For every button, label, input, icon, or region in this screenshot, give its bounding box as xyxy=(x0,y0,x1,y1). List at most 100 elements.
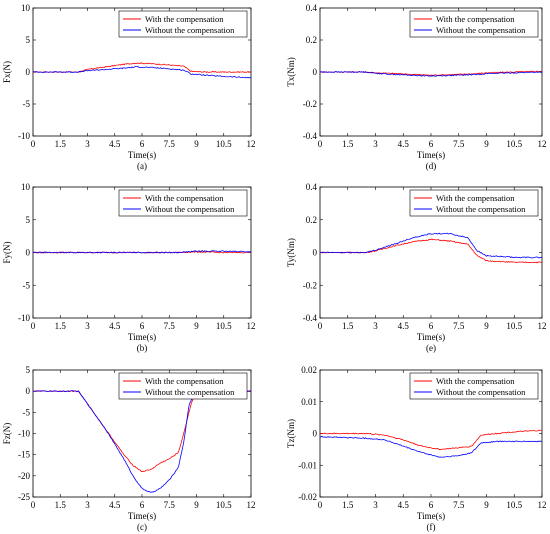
series-line xyxy=(320,429,542,451)
y-tick-label: -5 xyxy=(23,99,31,109)
x-tick-label: 12 xyxy=(247,321,256,331)
y-tick-label: 0.2 xyxy=(306,35,317,45)
legend-label: With the compensation xyxy=(145,376,224,386)
y-axis-label: Fy(N) xyxy=(2,241,12,263)
y-axis-label: Fx(N) xyxy=(2,61,12,83)
x-axis-label: Time(s) xyxy=(128,332,156,342)
panel-caption: (d) xyxy=(426,161,437,171)
legend-box xyxy=(118,189,248,217)
y-tick-label: 10 xyxy=(21,182,31,192)
chart-panel: 0 1.5 3 4.5 6 7.5 9 10.5 12 -0.4 -0.2 0 0.2 0.4 Time(s… xyxy=(286,3,547,171)
y-tick-label: -0.01 xyxy=(298,460,317,470)
x-tick-label: 10.5 xyxy=(506,139,522,149)
y-axis-label: Ty(Nm) xyxy=(286,238,296,267)
y-tick-label: -10 xyxy=(18,131,30,141)
x-tick-label: 6 xyxy=(429,139,434,149)
series-line xyxy=(320,232,542,259)
x-tick-label: 3 xyxy=(85,500,90,510)
x-tick-label: 1.5 xyxy=(342,139,354,149)
y-tick-label: -20 xyxy=(18,471,30,481)
x-axis-label: Time(s) xyxy=(417,332,445,342)
y-tick-label: -5 xyxy=(23,407,31,417)
y-tick-label: 0.2 xyxy=(306,215,317,225)
x-axis-label: Time(s) xyxy=(128,511,156,521)
x-tick-label: 3 xyxy=(85,321,90,331)
y-tick-label: 0 xyxy=(313,248,318,258)
x-tick-label: 0 xyxy=(31,139,36,149)
series-line xyxy=(320,70,542,76)
x-tick-label: 9 xyxy=(484,321,489,331)
x-axis-label: Time(s) xyxy=(417,511,445,521)
x-axis-label: Time(s) xyxy=(128,150,156,160)
x-tick-label: 0 xyxy=(318,139,323,149)
chart-panel: 0 1.5 3 4.5 6 7.5 9 10.5 12 -0.02 -0.01 0 0.01 0.02 Ti… xyxy=(286,365,547,532)
x-tick-label: 9 xyxy=(194,139,199,149)
x-tick-label: 3 xyxy=(373,139,378,149)
x-tick-label: 1.5 xyxy=(55,139,67,149)
chart-panel: 0 1.5 3 4.5 6 7.5 9 10.5 12 -0.4 -0.2 0 0.2 0.4 Time(s… xyxy=(286,182,547,353)
y-tick-label: 10 xyxy=(21,3,31,13)
chart-panel: 0 1.5 3 4.5 6 7.5 9 10.5 12 -10 -5 0 5 10 Time(s)(a) Fx… xyxy=(2,3,256,171)
x-tick-label: 7.5 xyxy=(453,500,465,510)
x-tick-label: 0 xyxy=(318,500,323,510)
y-tick-label: -0.4 xyxy=(303,131,318,141)
series-line xyxy=(33,66,251,79)
y-tick-label: -25 xyxy=(18,492,30,502)
y-tick-label: -10 xyxy=(18,429,30,439)
x-tick-label: 3 xyxy=(373,321,378,331)
x-tick-label: 6 xyxy=(140,321,145,331)
legend-label: With the compensation xyxy=(436,376,515,386)
legend-label: Without the compensation xyxy=(145,387,235,397)
y-tick-label: 5 xyxy=(26,35,31,45)
x-axis-label: Time(s) xyxy=(417,150,445,160)
x-tick-label: 0 xyxy=(318,321,323,331)
y-tick-label: 0.4 xyxy=(306,3,318,13)
panel-caption: (e) xyxy=(426,343,436,353)
x-tick-label: 10.5 xyxy=(216,139,232,149)
y-axis-label: Tx(Nm) xyxy=(286,57,296,87)
x-tick-label: 1.5 xyxy=(342,500,354,510)
x-tick-label: 1.5 xyxy=(55,321,67,331)
x-tick-label: 12 xyxy=(247,139,256,149)
y-tick-label: -10 xyxy=(18,313,30,323)
x-tick-label: 6 xyxy=(429,321,434,331)
legend-box xyxy=(409,372,539,400)
x-tick-label: 7.5 xyxy=(164,500,176,510)
x-tick-label: 7.5 xyxy=(164,139,176,149)
x-tick-label: 9 xyxy=(484,139,489,149)
y-tick-label: -15 xyxy=(18,450,30,460)
legend-label: With the compensation xyxy=(145,14,224,24)
y-tick-label: 5 xyxy=(26,215,31,225)
series-line xyxy=(320,238,542,264)
legend-box xyxy=(409,10,539,38)
x-tick-label: 1.5 xyxy=(55,500,67,510)
series-line xyxy=(33,250,251,254)
legend-label: With the compensation xyxy=(436,14,515,24)
y-tick-label: 0 xyxy=(313,67,318,77)
panel-caption: (c) xyxy=(137,522,147,532)
x-tick-label: 7.5 xyxy=(453,139,465,149)
legend-box xyxy=(118,10,248,38)
legend-label: Without the compensation xyxy=(436,204,526,214)
chart-panel: 0 1.5 3 4.5 6 7.5 9 10.5 12 -10 -5 0 5 10 Time(s)(b) Fy… xyxy=(2,182,256,353)
x-tick-label: 1.5 xyxy=(342,321,354,331)
x-tick-label: 6 xyxy=(140,139,145,149)
legend-label: Without the compensation xyxy=(436,25,526,35)
legend-label: With the compensation xyxy=(145,193,224,203)
series-line xyxy=(320,435,542,458)
y-tick-label: 0 xyxy=(26,248,31,258)
y-tick-label: 0.02 xyxy=(301,365,317,375)
x-tick-label: 10.5 xyxy=(216,321,232,331)
y-tick-label: 0 xyxy=(26,386,31,396)
legend-box xyxy=(118,372,248,400)
x-tick-label: 12 xyxy=(538,321,547,331)
x-tick-label: 4.5 xyxy=(109,500,121,510)
x-tick-label: 4.5 xyxy=(398,321,410,331)
x-tick-label: 4.5 xyxy=(398,139,410,149)
y-tick-label: -0.02 xyxy=(298,492,317,502)
x-tick-label: 12 xyxy=(247,500,256,510)
x-tick-label: 10.5 xyxy=(216,500,232,510)
y-tick-label: -0.2 xyxy=(303,99,317,109)
legend-label: Without the compensation xyxy=(436,387,526,397)
